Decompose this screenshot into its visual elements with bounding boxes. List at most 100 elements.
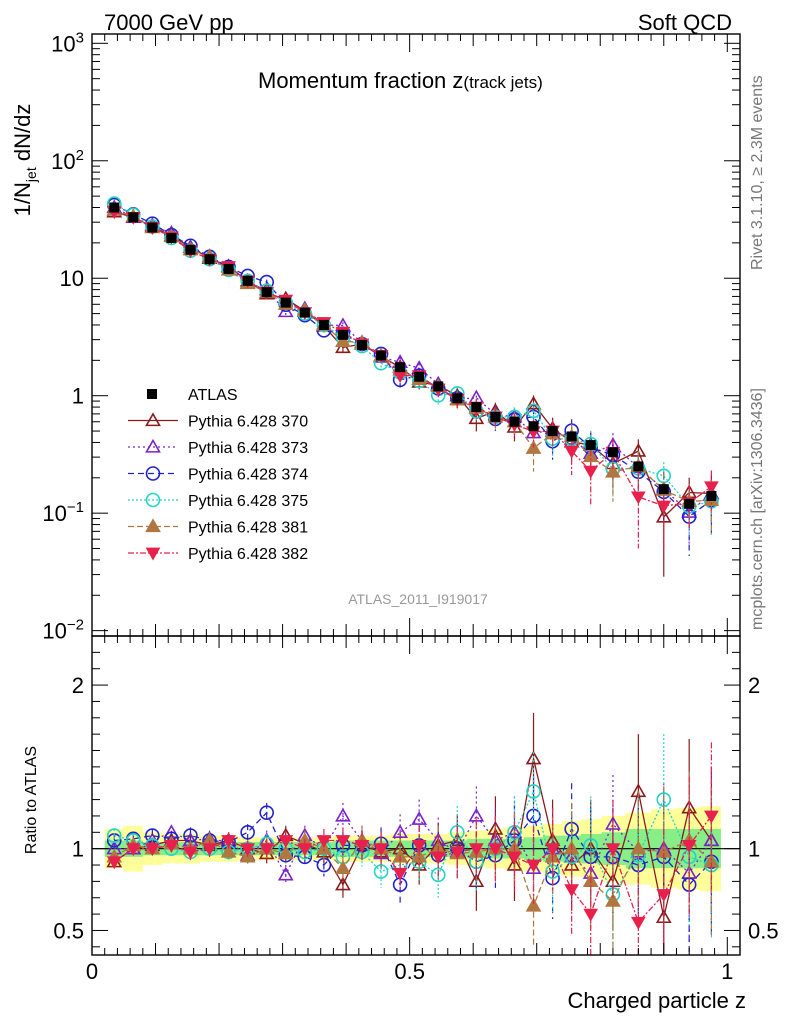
atlas-data-point: [337, 329, 348, 340]
legend-marker: [145, 438, 161, 453]
legend-marker: [145, 466, 161, 481]
atlas-data-point: [147, 222, 158, 233]
ratio-point: [316, 835, 332, 848]
atlas-data-point: [684, 498, 695, 509]
atlas-data-point: [299, 307, 310, 318]
atlas-data-point: [128, 212, 139, 223]
main-point: [704, 481, 719, 495]
ratio-point: [335, 835, 351, 848]
ratio-point: [373, 864, 389, 879]
y-tick-label: 1: [72, 384, 84, 409]
header-left: 7000 GeV pp: [104, 10, 234, 35]
y-axis-title-main: 1/N: [10, 182, 35, 216]
atlas-data-point: [261, 287, 272, 298]
atlas-data-point: [280, 297, 291, 308]
mcplots-label: mcplots.cern.ch [arXiv:1306.3436]: [749, 388, 766, 630]
y-axis-title-sub: jet: [23, 167, 39, 183]
atlas-data-point: [585, 440, 596, 451]
x-tick-label: 0.5: [394, 959, 425, 984]
main-point: [526, 403, 541, 419]
ratio-point: [259, 843, 275, 857]
ratio-point: [507, 851, 522, 865]
ratio-point: [430, 867, 446, 883]
atlas-data-point: [223, 263, 234, 274]
legend-item-0: ATLAS: [147, 387, 238, 404]
ratio-y-tick-label: 2: [72, 673, 84, 698]
atlas-data-point: [318, 319, 329, 330]
ratio-point: [525, 897, 542, 912]
atlas-data-point: [376, 350, 387, 361]
ratio-point: [106, 828, 122, 843]
legend-item-5: Pythia 6.428 381: [128, 518, 308, 537]
ratio-point: [411, 811, 428, 825]
main-point: [335, 333, 351, 347]
ratio-y-tick-label-right: 0.5: [748, 918, 779, 943]
ratio-point: [704, 810, 719, 824]
ratio-series-layer: [106, 712, 720, 955]
ratio-point: [277, 845, 294, 860]
legend-item-2: Pythia 6.428 373: [128, 438, 308, 457]
plot-title-main: Momentum fraction z: [258, 68, 463, 93]
x-tick-label: 1: [721, 959, 733, 984]
ratio-y-tick-label: 0.5: [53, 918, 84, 943]
ratio-point: [656, 889, 672, 902]
ratio-point: [335, 860, 351, 874]
ratio-point: [144, 843, 160, 857]
y-tick-label: 10−2: [42, 617, 84, 644]
y-tick-label: 102: [51, 147, 84, 174]
main-point: [630, 491, 646, 505]
main-point: [656, 500, 672, 514]
rivet-label: Rivet 3.1.10, ≥ 2.3M events: [749, 75, 766, 270]
ratio-point: [630, 840, 647, 855]
atlas-data-point: [509, 416, 520, 427]
y-tick-label: 103: [51, 29, 84, 56]
atlas-data-point: [452, 393, 463, 404]
atlas-data-point: [185, 244, 196, 255]
ratio-point: [545, 843, 560, 857]
ratio-point: [373, 843, 389, 857]
legend-marker: [145, 492, 161, 508]
atlas-data-point: [204, 254, 215, 265]
ratio-point: [564, 884, 580, 898]
legend-marker: [145, 547, 161, 561]
plot-title-sub: (track jets): [463, 73, 542, 92]
atlas-data-point: [166, 233, 177, 244]
legend-label: ATLAS: [188, 387, 238, 404]
main-series-layer: [106, 196, 720, 577]
atlas-data-point: [706, 490, 717, 501]
ratio-point: [681, 840, 697, 853]
y-axis-title-rest: dN/dz: [10, 104, 35, 168]
legend-marker: [145, 412, 161, 427]
legend-item-6: Pythia 6.428 382: [128, 546, 308, 563]
legend-label: Pythia 6.428 381: [188, 520, 308, 537]
legend-item-3: Pythia 6.428 374: [128, 466, 308, 484]
ratio-y-axis-title: Ratio to ATLAS: [23, 746, 40, 854]
ratio-y-tick-label-right: 2: [748, 673, 760, 698]
atlas-data-point: [433, 381, 444, 392]
ratio-point: [183, 846, 198, 860]
ratio-point: [630, 916, 646, 930]
ratio-series-6: [106, 742, 719, 955]
atlas-data-point: [395, 362, 406, 373]
ratio-point: [240, 843, 256, 857]
atlas-data-point: [547, 426, 558, 437]
legend-label: Pythia 6.428 382: [188, 546, 308, 563]
y-axis-title: 1/Njet dN/dz: [10, 104, 39, 217]
legend-item-4: Pythia 6.428 375: [128, 492, 308, 510]
ratio-point: [335, 876, 351, 891]
ratio-point: [605, 843, 621, 857]
atlas-data-point: [633, 461, 644, 472]
ratio-point: [278, 835, 294, 848]
atlas-data-point: [607, 447, 618, 458]
atlas-data-point: [242, 275, 253, 286]
atlas-data-point: [658, 484, 669, 495]
ratio-point: [202, 843, 217, 857]
ratio-point: [449, 846, 465, 860]
ratio-point: [125, 843, 141, 857]
ratio-y-tick-label-right: 1: [748, 837, 760, 862]
ratio-point: [221, 835, 236, 848]
ratio-point: [605, 892, 621, 907]
atlas-data-point: [490, 411, 501, 422]
